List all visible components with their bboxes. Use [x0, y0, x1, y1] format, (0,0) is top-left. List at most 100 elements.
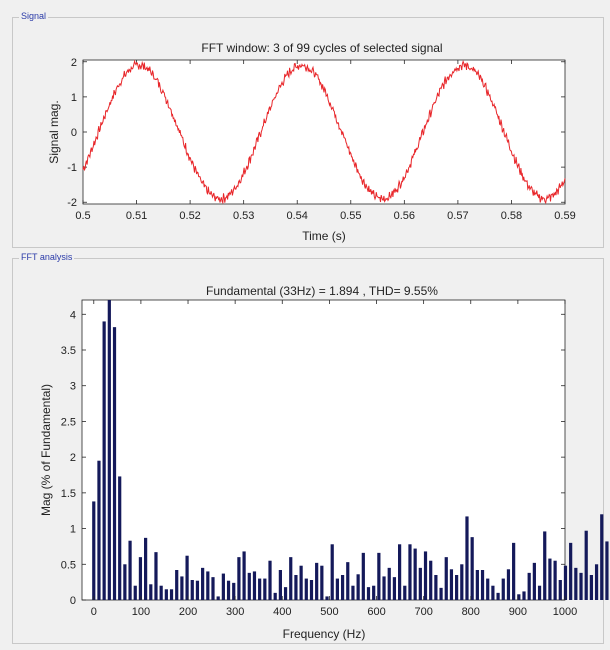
fft-bar	[128, 540, 132, 600]
fft-bar	[439, 587, 443, 600]
fft-bar	[460, 564, 464, 600]
fft-bar	[413, 548, 417, 600]
signal-y-tick-label: 2	[71, 57, 77, 69]
fft-bar	[206, 571, 210, 600]
fft-bar	[185, 555, 189, 600]
fft-bar	[169, 589, 174, 600]
signal-x-tick-labels: 0.5 0.51 0.52 0.53 0.54 0.55 0.56 0.57 0.58 0.59	[75, 210, 575, 222]
fft-bar	[289, 557, 293, 600]
fft-bar	[506, 569, 511, 600]
fft-bar	[522, 591, 526, 600]
signal-x-tick-label: 0.53	[233, 210, 254, 222]
signal-y-tick-label: 0	[71, 127, 77, 139]
fft-bar	[320, 565, 324, 600]
fft-x-tick-label: 500	[320, 606, 338, 618]
fft-y-tick-label: 1.5	[61, 488, 76, 500]
signal-x-tick-label: 0.54	[287, 210, 308, 222]
fft-x-tick-label: 300	[226, 606, 244, 618]
fft-bar	[449, 569, 454, 600]
fft-bar	[574, 567, 578, 600]
fft-bar	[144, 537, 148, 600]
fft-bar	[237, 557, 241, 600]
fft-bar	[201, 567, 205, 600]
fft-bar	[372, 585, 376, 600]
fft-x-tick-label: 800	[462, 606, 480, 618]
signal-x-tick-label: 0.56	[394, 210, 415, 222]
fft-panel-title: FFT analysis	[19, 252, 75, 262]
signal-chart: FFT window: 3 of 99 cycles of selected s…	[47, 41, 576, 243]
fft-bar	[605, 541, 609, 600]
fft-bar	[118, 476, 122, 600]
fft-bar	[299, 565, 303, 600]
fft-bar	[221, 573, 225, 600]
fft-bar	[164, 589, 168, 600]
fft-bar	[190, 580, 194, 600]
fft-bar	[418, 567, 422, 600]
fft-bar	[589, 575, 593, 600]
fft-bar	[102, 321, 106, 600]
fft-bar	[366, 587, 371, 600]
fft-bar	[232, 582, 236, 600]
fft-x-tick-labels: 0 100 200 300 400 500 600 700 800 900 1000	[91, 606, 578, 618]
fft-bar	[315, 562, 319, 600]
fft-bar	[377, 552, 381, 600]
fft-bar	[527, 572, 531, 600]
fft-bar	[584, 530, 588, 600]
signal-x-tick-label: 0.59	[554, 210, 575, 222]
fft-bar	[553, 560, 557, 600]
fft-bar	[309, 580, 314, 600]
fft-bar	[97, 460, 101, 600]
fft-bar	[242, 551, 246, 600]
signal-x-tick-label: 0.55	[340, 210, 361, 222]
fft-bar	[569, 542, 573, 600]
fft-x-tick-label: 700	[414, 606, 432, 618]
fft-bar	[532, 562, 536, 600]
fft-bar	[154, 552, 158, 600]
signal-chart-title: FFT window: 3 of 99 cycles of selected s…	[201, 41, 442, 55]
fft-bar	[517, 594, 521, 600]
fft-bar	[335, 578, 339, 600]
fft-bar	[501, 578, 505, 600]
fft-x-tick-label: 600	[367, 606, 385, 618]
signal-panel-title: Signal	[19, 11, 49, 21]
fft-x-tick-label: 400	[273, 606, 291, 618]
fft-bar	[512, 542, 516, 600]
fft-bar	[543, 531, 547, 600]
fft-x-tick-label: 1000	[553, 606, 577, 618]
signal-y-tick-label: -2	[67, 197, 77, 209]
fft-bar	[594, 564, 599, 600]
signal-x-tick-label: 0.52	[179, 210, 200, 222]
fft-y-tick-label: 1	[70, 524, 76, 536]
fft-bar	[548, 558, 552, 600]
fft-y-axis-label: Mag (% of Fundamental)	[39, 384, 53, 516]
fft-bar	[475, 570, 479, 600]
fft-x-tick-label: 200	[179, 606, 197, 618]
fft-bar	[268, 560, 272, 600]
fft-bar	[486, 578, 490, 600]
fft-bar	[408, 544, 412, 600]
signal-series-line	[82, 59, 566, 205]
fft-bar	[304, 578, 308, 600]
fft-x-tick-label: 900	[509, 606, 527, 618]
fft-bar	[423, 551, 428, 600]
fft-chart: Fundamental (33Hz) = 1.894 , THD= 9.55% …	[39, 284, 609, 641]
fft-bar	[496, 592, 500, 600]
fft-bar	[351, 585, 355, 600]
fft-bar	[175, 570, 179, 600]
fft-bar	[180, 576, 184, 600]
fft-bar	[211, 577, 215, 600]
fft-bar	[138, 557, 143, 600]
signal-x-tick-label: 0.58	[501, 210, 522, 222]
fft-bar	[429, 560, 433, 600]
fft-bar	[107, 300, 111, 600]
fft-bar	[398, 544, 402, 600]
fft-x-tick-label: 0	[91, 606, 97, 618]
fft-bar	[149, 584, 153, 600]
fft-bar	[133, 585, 137, 600]
signal-plot-area	[82, 59, 566, 205]
fft-bar	[216, 596, 220, 600]
fft-axis-ticks	[82, 300, 566, 601]
fft-bar	[346, 562, 350, 600]
signal-x-tick-label: 0.57	[447, 210, 468, 222]
